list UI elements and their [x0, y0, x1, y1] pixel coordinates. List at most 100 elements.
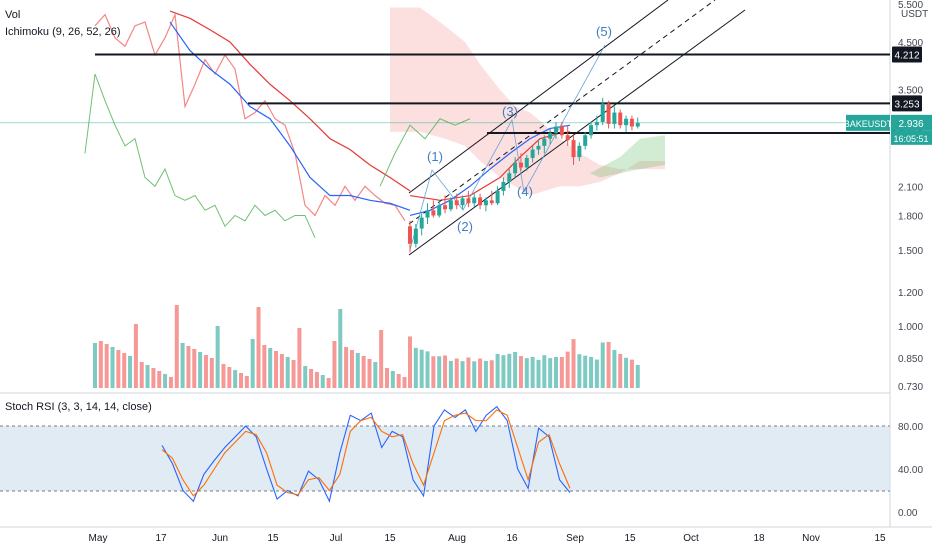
volume-bar-hist-33	[285, 357, 290, 388]
volume-bar-hist-15	[180, 343, 185, 388]
volume-bar-29	[577, 354, 582, 388]
volume-bar-hist-40	[326, 378, 331, 388]
candle-body-8	[454, 200, 459, 206]
channel-upper-line	[408, 0, 669, 194]
ichimoku-legend[interactable]: Ichimoku (9, 26, 52, 26)	[5, 26, 121, 38]
volume-bar-hist-4	[116, 350, 121, 388]
candle-body-31	[589, 125, 594, 136]
volume-bar-hist-23	[227, 367, 232, 388]
volume-bar-7	[448, 360, 453, 388]
stoch-tick-0: 80.00	[898, 422, 923, 433]
volume-bar-1	[413, 347, 418, 388]
volume-bar-32	[594, 359, 599, 388]
time-tick-8: Sep	[566, 533, 584, 544]
volume-bar-hist-51	[390, 371, 395, 388]
volume-bar-6	[443, 355, 448, 388]
volume-bar-hist-10	[151, 368, 156, 388]
time-tick-7: 16	[506, 533, 518, 544]
ichimoku-cloud-bullish	[590, 135, 665, 178]
volume-bar-9	[460, 361, 465, 388]
price-tick-4: 1.800	[898, 211, 923, 222]
candle-body-29	[577, 145, 582, 158]
volume-tick-1: 1.000	[898, 322, 923, 333]
time-tick-5: 15	[384, 533, 396, 544]
volume-bar-16	[501, 355, 506, 388]
volume-bar-hist-39	[320, 375, 325, 388]
time-tick-2: Jun	[212, 533, 228, 544]
volume-bar-28	[571, 339, 576, 388]
volume-bar-4	[431, 356, 436, 388]
volume-bar-hist-18	[198, 352, 203, 388]
volume-bar-hist-36	[303, 366, 308, 388]
volume-layer	[93, 305, 640, 388]
volume-bar-2	[419, 349, 424, 388]
candle-body-14	[489, 200, 494, 204]
volume-bar-hist-2	[104, 344, 109, 388]
history-close-line	[94, 12, 406, 222]
volume-bar-0	[408, 336, 412, 388]
candle-body-19	[518, 162, 523, 168]
stoch-tick-2: 0.00	[898, 508, 918, 519]
volume-bar-hist-11	[157, 371, 162, 388]
stoch-d-line	[161, 409, 571, 497]
volume-bar-20	[524, 358, 529, 388]
volume-bar-38	[629, 359, 634, 388]
wave-projection-path	[409, 44, 606, 251]
candle-body-6	[443, 205, 448, 210]
time-tick-13: 15	[874, 533, 886, 544]
candle-body-38	[629, 118, 634, 127]
candle-body-24	[548, 133, 553, 139]
candle-body-37	[624, 118, 629, 126]
wave-label-3: (4)	[517, 184, 533, 199]
volume-bar-33	[600, 342, 605, 388]
volume-bar-22	[536, 359, 541, 388]
wave-label-2: (3)	[502, 104, 518, 119]
volume-bar-13	[483, 360, 488, 388]
volume-bar-hist-8	[139, 362, 144, 388]
volume-bar-hist-53	[402, 377, 407, 388]
stoch-legend[interactable]: Stoch RSI (3, 3, 14, 14, close)	[5, 401, 152, 413]
volume-bar-35	[612, 349, 617, 388]
volume-bar-hist-47	[367, 359, 372, 388]
level-tag-1	[892, 95, 922, 112]
volume-bar-hist-17	[192, 349, 197, 388]
candle-body-3	[425, 210, 430, 218]
candle-body-39	[635, 122, 640, 127]
volume-tick-3: 0.730	[898, 382, 923, 393]
volume-bar-hist-3	[110, 347, 115, 388]
candle-body-33	[600, 103, 605, 122]
history-lagging-span	[84, 73, 316, 238]
volume-bar-26	[559, 356, 564, 388]
volume-bar-hist-1	[98, 341, 103, 388]
volume-bar-hist-32	[279, 354, 284, 388]
history-conversion-line	[169, 21, 411, 211]
volume-axis: 1.200 1.000 0.850 0.730	[898, 288, 923, 393]
candle-body-26	[559, 126, 564, 136]
history-baseline	[169, 10, 411, 192]
volume-bar-5	[437, 356, 442, 388]
time-tick-6: Aug	[448, 533, 466, 544]
price-tick-1: 4.500	[898, 38, 923, 49]
candle-body-4	[431, 210, 436, 216]
stoch-k-line	[161, 405, 571, 503]
candle-body-23	[542, 138, 547, 146]
candle-body-16	[501, 181, 506, 191]
wave-label-4: (5)	[596, 24, 612, 39]
volume-bar-hist-16	[186, 346, 191, 388]
volume-bar-hist-49	[379, 330, 384, 388]
time-tick-3: 15	[267, 533, 279, 544]
last-price-value: 2.936	[898, 119, 923, 130]
stoch-tick-1: 40.00	[898, 465, 923, 476]
volume-bar-hist-31	[274, 351, 279, 388]
countdown-bg	[891, 130, 932, 145]
volume-bar-hist-13	[168, 377, 173, 388]
volume-bar-hist-20	[209, 358, 214, 388]
price-tick-0: 5.500	[898, 0, 923, 11]
volume-bar-hist-0	[93, 343, 97, 388]
volume-bar-27	[565, 351, 570, 388]
volume-bar-hist-45	[355, 353, 360, 388]
candle-body-36	[618, 112, 623, 126]
stoch-layer	[161, 405, 571, 503]
candle-body-2	[419, 217, 424, 229]
